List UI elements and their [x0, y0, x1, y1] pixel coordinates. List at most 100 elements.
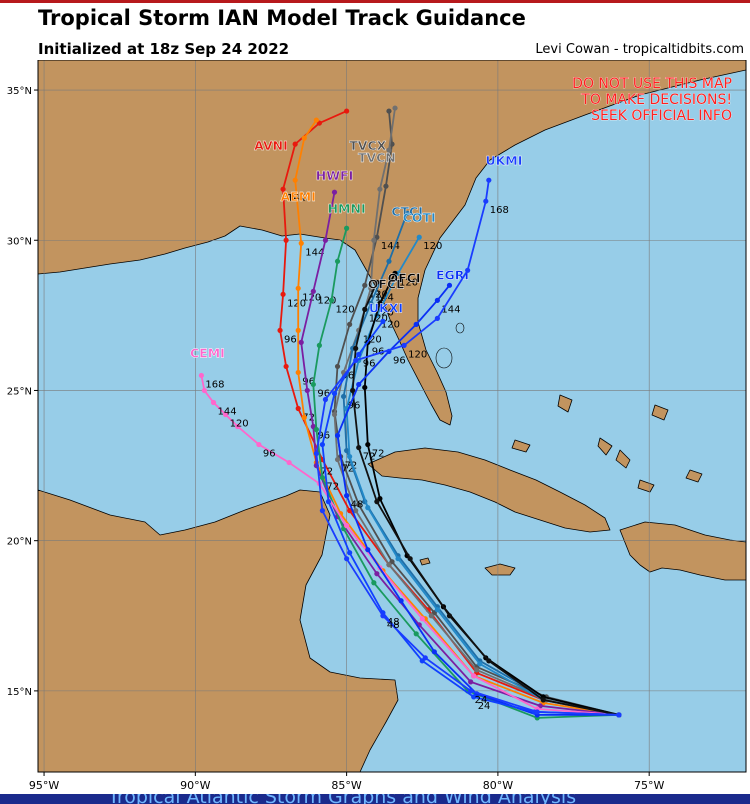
forecast-hour-label: 48	[351, 500, 364, 511]
track-point	[292, 177, 298, 183]
track-point	[486, 658, 492, 664]
forecast-hour-label: 168	[490, 205, 509, 216]
track-point	[374, 571, 380, 577]
page-title: Tropical Storm IAN Model Track Guidance	[38, 6, 526, 30]
track-point	[540, 697, 546, 703]
track-point	[422, 655, 428, 661]
forecast-hour-label: 24	[478, 701, 491, 712]
model-label: CTCI	[391, 204, 423, 219]
track-point	[313, 450, 319, 457]
track-point	[344, 556, 350, 562]
credit-text: Levi Cowan - tropicaltidbits.com	[535, 42, 744, 57]
forecast-hour-label: 144	[381, 241, 400, 252]
lat-tick-label: 15°N	[7, 687, 32, 698]
track-point	[304, 387, 310, 394]
forecast-hour-label: 120	[363, 334, 382, 345]
forecast-hour-label: 48	[387, 620, 400, 631]
track-point	[446, 613, 453, 619]
forecast-hour-label: 72	[363, 452, 376, 463]
lon-tick-label: 95°W	[29, 779, 59, 792]
track-point	[347, 321, 353, 327]
track-point	[298, 240, 304, 246]
forecast-hour-label: 120	[423, 241, 442, 252]
track-point	[331, 390, 338, 397]
track-point	[334, 432, 341, 439]
model-label: AVNI	[254, 138, 288, 153]
forecast-hour-label: 120	[369, 313, 388, 324]
forecast-hour-label: 72	[372, 449, 385, 460]
track-point	[362, 282, 368, 288]
track-point	[434, 315, 440, 321]
forecast-hour-label: 96	[284, 334, 297, 345]
track-point	[344, 225, 350, 231]
track-point	[368, 285, 374, 291]
track-point	[428, 613, 434, 619]
track-point	[386, 108, 392, 114]
lat-tick-label: 35°N	[7, 86, 32, 97]
track-point	[434, 607, 440, 613]
forecast-hour-label: 72	[342, 464, 355, 475]
forecast-hour-label: 72	[320, 467, 333, 478]
forecast-hour-label: 120	[317, 295, 336, 306]
track-point	[616, 712, 622, 718]
track-point	[362, 306, 368, 312]
track-point	[383, 183, 389, 189]
track-point	[280, 186, 286, 192]
track-point	[283, 237, 289, 243]
track-egri: 48 96 144 EGRI	[334, 267, 622, 718]
track-point	[310, 381, 316, 388]
warning-line: DO NOT USE THIS MAP	[572, 76, 732, 92]
track-point	[468, 688, 474, 694]
track-point	[344, 523, 350, 529]
track-point	[398, 598, 404, 604]
forecast-hour-label: 120	[375, 307, 394, 318]
track-point	[344, 108, 350, 114]
track-point	[340, 393, 347, 400]
track-point	[446, 282, 453, 288]
map-frame	[37, 60, 747, 773]
track-point	[334, 258, 341, 264]
track-point	[344, 493, 350, 499]
lakes	[435, 322, 465, 369]
forecast-hour-label: 120	[230, 418, 249, 429]
track-point	[401, 342, 407, 349]
lat-tick-label: 25°N	[7, 386, 32, 397]
track-point	[471, 694, 477, 700]
track-point	[374, 279, 380, 285]
track-point	[380, 613, 386, 619]
forecast-hour-label: 96	[393, 355, 406, 366]
forecast-hour-label: 72	[345, 461, 358, 472]
track-point	[477, 661, 483, 667]
model-label: UKMI	[485, 153, 522, 168]
track-point	[283, 363, 289, 370]
forecast-hour-label: 144	[305, 247, 324, 258]
track-point	[334, 363, 341, 370]
model-label: OFCL	[368, 276, 404, 291]
track-point	[301, 135, 307, 141]
footer-text: Tropical Atlantic Storm Graphs and Wind …	[108, 794, 576, 804]
track-point	[377, 300, 383, 306]
track-point	[356, 502, 362, 508]
track-point	[353, 345, 359, 352]
init-time: Initialized at 18z Sep 24 2022	[38, 40, 290, 58]
forecast-hour-label: 96	[263, 449, 276, 460]
model-label: UKXI	[369, 300, 403, 315]
track-point	[222, 411, 229, 418]
track-point	[319, 508, 326, 514]
track-point	[319, 474, 326, 481]
track-point	[201, 387, 208, 394]
track-line	[200, 375, 619, 716]
top-accent-bar	[0, 0, 750, 3]
forecast-hour-label: 120	[399, 277, 418, 288]
track-point	[347, 453, 353, 460]
track-point	[292, 141, 298, 147]
forecast-hour-label: 120	[335, 304, 354, 315]
track-point	[413, 631, 419, 637]
graticule	[38, 60, 746, 772]
lon-tick-label: 85°W	[331, 779, 361, 792]
forecast-hour-label: 96	[363, 358, 376, 369]
lat-tick-label: 30°N	[7, 236, 32, 247]
lat-tick-label: 20°N	[7, 537, 32, 548]
